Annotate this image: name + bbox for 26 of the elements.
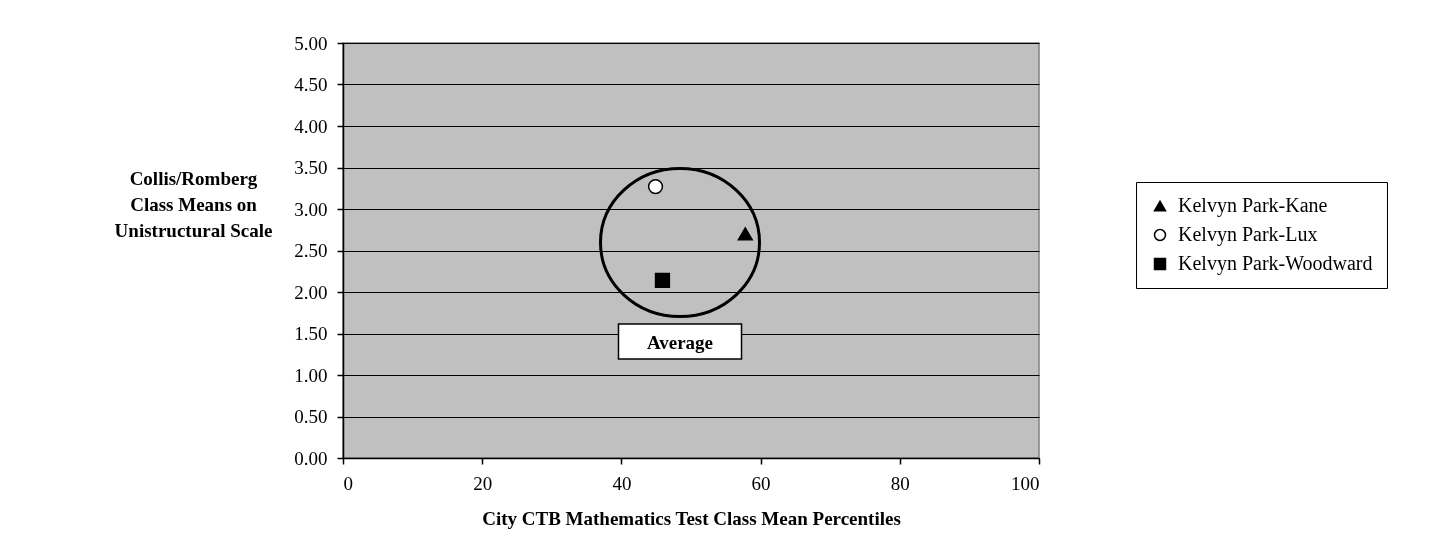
y-tick-label: 2.50: [294, 240, 328, 261]
x-tick-label: 100: [1011, 472, 1040, 494]
legend-label: Kelvyn Park-Woodward: [1178, 252, 1373, 275]
x-axis-title: City CTB Mathematics Test Class Mean Percentiles: [482, 507, 901, 529]
y-axis-title: Collis/Romberg Class Means on Unistructural Scale: [114, 167, 273, 241]
y-tick-label: 0.00: [294, 447, 328, 469]
y-tick-label: 2.00: [294, 281, 328, 303]
x-tick-label: 20: [473, 472, 493, 494]
x-tick-label: 40: [612, 472, 632, 494]
y-tick-label: 3.50: [294, 157, 328, 178]
x-tick-label: 0: [343, 472, 353, 494]
y-tick-label: 4.00: [294, 115, 328, 137]
legend-label: Kelvyn Park-Lux: [1178, 223, 1318, 246]
x-tick-label: 60: [751, 472, 771, 494]
legend-label: Kelvyn Park-Kane: [1178, 194, 1328, 217]
point: [654, 272, 671, 289]
annotation: Average: [646, 331, 714, 353]
y-tick-label: 4.50: [294, 74, 328, 95]
point: [737, 227, 753, 241]
point: [647, 178, 664, 195]
y-tick-label: 1.00: [294, 364, 328, 386]
y-tick-label: 0.50: [294, 406, 328, 427]
x-tick-label: 80: [890, 472, 910, 494]
y-tick-label: 1.50: [294, 323, 328, 344]
y-tick-label: 5.00: [294, 32, 328, 54]
y-tick-label: 3.00: [294, 198, 328, 220]
